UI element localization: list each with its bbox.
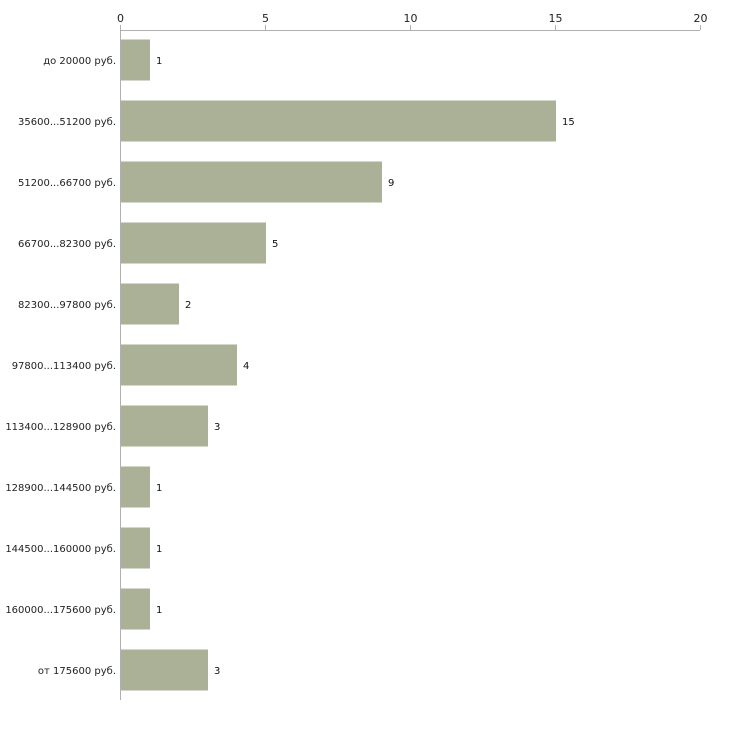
value-label: 3 xyxy=(214,666,220,677)
bar xyxy=(121,222,266,264)
bar xyxy=(121,344,237,386)
bars xyxy=(121,39,556,691)
x-tick-labels: 0 5 10 15 20 xyxy=(117,12,708,25)
category-label: 160000...175600 руб. xyxy=(5,605,116,616)
x-tick-label: 20 xyxy=(694,12,708,25)
x-tick-label: 0 xyxy=(117,12,124,25)
value-label: 1 xyxy=(156,605,162,616)
bar xyxy=(121,100,556,142)
value-label: 1 xyxy=(156,483,162,494)
value-label: 15 xyxy=(562,117,575,128)
category-labels: до 20000 руб. 35600...51200 руб. 51200...6… xyxy=(5,56,116,677)
x-tick-label: 10 xyxy=(404,12,418,25)
category-label: 35600...51200 руб. xyxy=(18,117,116,128)
category-label: до 20000 руб. xyxy=(43,56,116,67)
value-labels: 1 15 9 5 2 4 3 1 1 1 3 xyxy=(156,56,575,677)
x-tick-label: 15 xyxy=(549,12,563,25)
category-label: 51200...66700 руб. xyxy=(18,178,116,189)
bar xyxy=(121,405,208,447)
x-tick-label: 5 xyxy=(262,12,269,25)
bar xyxy=(121,588,150,630)
category-label: 82300...97800 руб. xyxy=(18,300,116,311)
bar xyxy=(121,39,150,81)
category-label: 97800...113400 руб. xyxy=(12,361,116,372)
value-label: 2 xyxy=(185,300,191,311)
value-label: 3 xyxy=(214,422,220,433)
bar xyxy=(121,466,150,508)
bar xyxy=(121,527,150,569)
bar xyxy=(121,649,208,691)
value-label: 1 xyxy=(156,56,162,67)
category-label: 66700...82300 руб. xyxy=(18,239,116,250)
category-label: от 175600 руб. xyxy=(38,666,116,677)
category-label: 128900...144500 руб. xyxy=(5,483,116,494)
value-label: 4 xyxy=(243,361,249,372)
category-label: 113400...128900 руб. xyxy=(5,422,116,433)
bar xyxy=(121,161,382,203)
value-label: 1 xyxy=(156,544,162,555)
value-label: 5 xyxy=(272,239,278,250)
category-label: 144500...160000 руб. xyxy=(5,544,116,555)
bar xyxy=(121,283,179,325)
value-label: 9 xyxy=(388,178,394,189)
axis-layer xyxy=(120,25,701,700)
